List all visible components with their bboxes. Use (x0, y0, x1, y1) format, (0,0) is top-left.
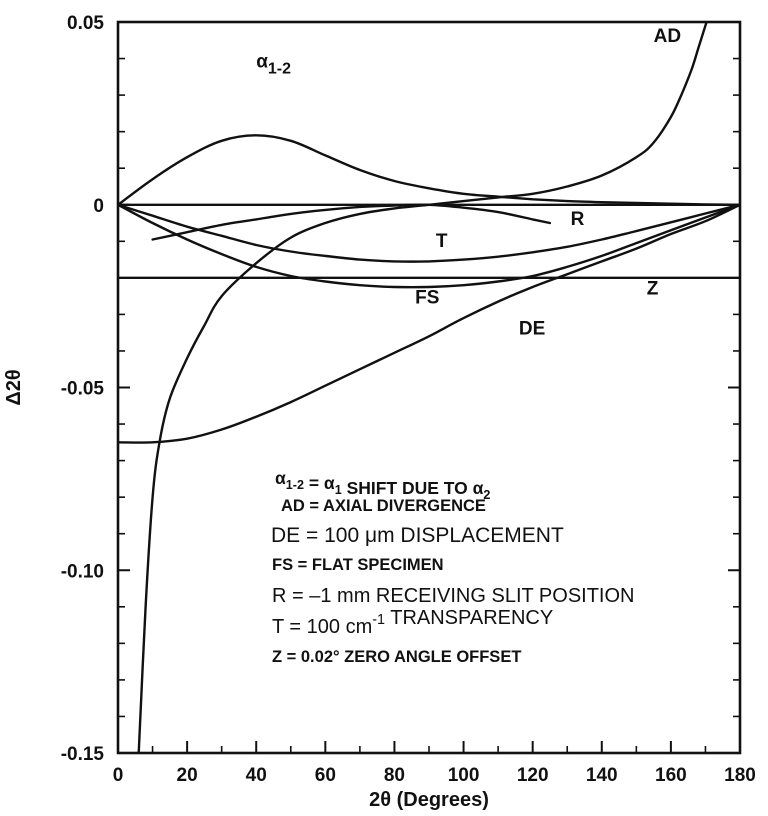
curve-r (151, 203, 552, 241)
x-tick-label: 40 (246, 765, 267, 786)
x-tick-label: 60 (315, 765, 336, 786)
curve-label: α1-2 (256, 52, 291, 78)
x-tick-label: 140 (586, 765, 618, 786)
curve-label: Z (647, 278, 659, 299)
legend-line: Z = 0.02° ZERO ANGLE OFFSET (272, 648, 521, 666)
x-tick-label: 120 (517, 765, 549, 786)
curve-label: DE (519, 319, 545, 340)
legend-line: T = 100 cm-1 TRANSPARENCY (272, 607, 553, 638)
curves (118, 22, 740, 753)
x-tick-label: 20 (177, 765, 198, 786)
curve-label: R (571, 209, 585, 230)
curve-label: FS (415, 287, 439, 308)
legend-line: DE = 100 μm DISPLACEMENT (271, 524, 564, 547)
curve--1-2 (118, 134, 740, 206)
y-tick-label: 0.05 (67, 13, 104, 34)
x-tick-label: 100 (448, 765, 480, 786)
y-axis-title: Δ2θ (3, 369, 25, 405)
curve-de (118, 203, 740, 444)
legend-line: AD = AXIAL DIVERGENCE (281, 497, 486, 515)
curve-t (118, 203, 740, 263)
x-tick-label: 80 (384, 765, 405, 786)
legend-line: FS = FLAT SPECIMEN (272, 556, 444, 574)
plot-frame (116, 20, 742, 755)
curve-ad (137, 22, 708, 753)
curve-label: AD (654, 26, 681, 47)
y-tick-label: 0 (93, 196, 104, 217)
x-tick-label: 160 (655, 765, 687, 786)
legend-line: R = –1 mm RECEIVING SLIT POSITION (272, 585, 635, 607)
x-tick-label: 180 (724, 765, 756, 786)
y-tick-label: -0.05 (61, 379, 105, 400)
x-tick-label: 0 (113, 765, 124, 786)
y-tick-label: -0.10 (61, 561, 104, 582)
curve-label: T (436, 231, 448, 252)
y-tick-label: -0.15 (61, 744, 105, 765)
curve-fs (118, 203, 740, 289)
x-axis-title: 2θ (Degrees) (369, 789, 489, 811)
curve-labels: α1-2 AD DE FS T R Z (256, 26, 681, 339)
legend-line: α1-2 = α1 SHIFT DUE TO α2 (275, 468, 490, 502)
x-axis-ticks: 0 20 40 60 80 100 120 140 160 180 (113, 741, 756, 786)
